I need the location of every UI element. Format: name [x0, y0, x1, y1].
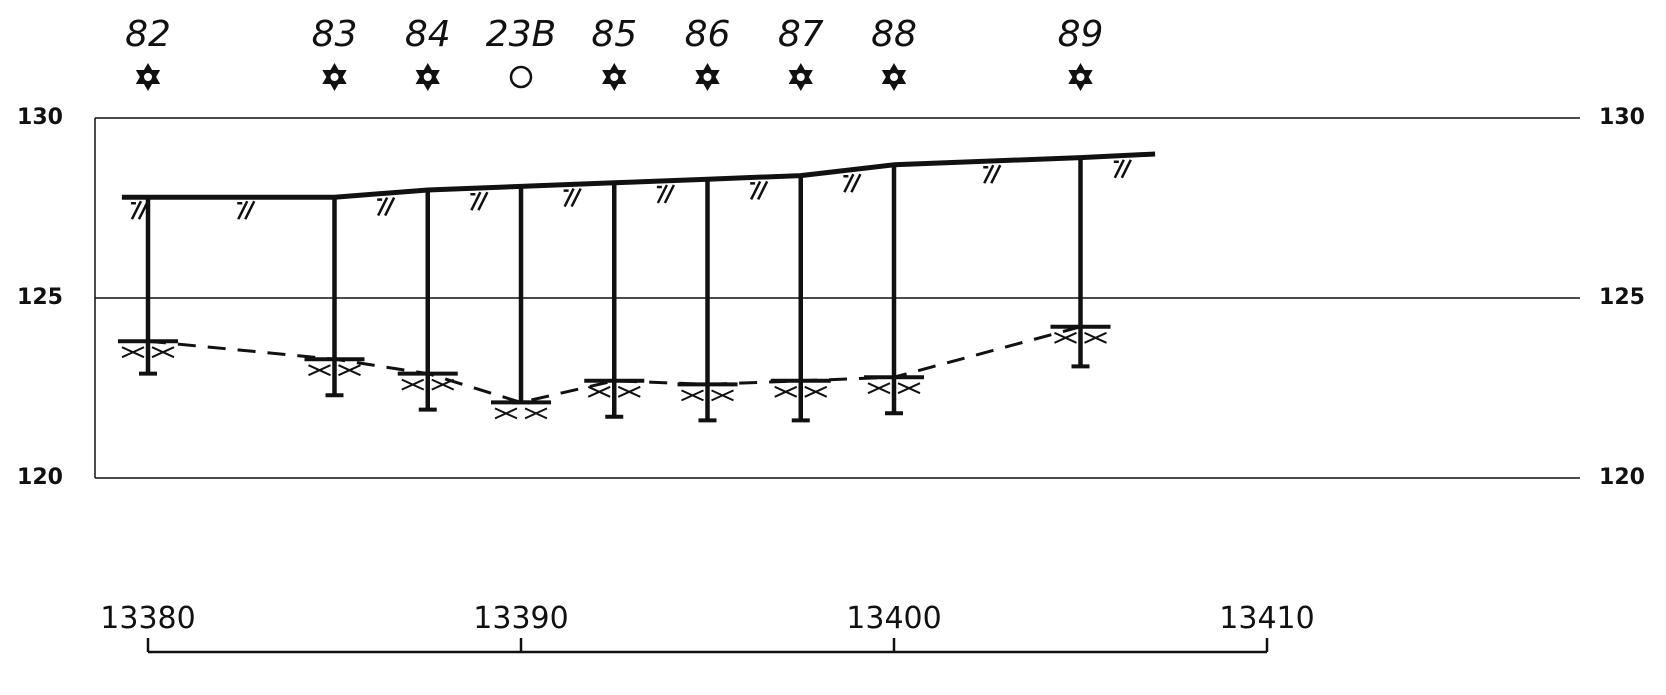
point-label: 87: [778, 14, 824, 55]
ground-hatch: [237, 200, 256, 220]
ground-hatch: [377, 197, 396, 217]
water-level-hatch: [587, 385, 641, 398]
ground-hatch: [843, 173, 862, 193]
star-of-david-icon: [1068, 63, 1093, 91]
point-label: 23B: [486, 14, 557, 55]
water-level-hatch: [1054, 331, 1107, 344]
ground-hatch: [130, 200, 150, 220]
water-level-hatch: [681, 389, 734, 402]
point-label: 89: [1058, 14, 1104, 55]
water-level-hatch: [308, 364, 361, 377]
point-label: 82: [125, 14, 171, 55]
chainage-label: 13410: [1219, 601, 1314, 636]
star-of-david-icon: [322, 63, 347, 91]
elevation-label-left: 125: [17, 285, 63, 310]
star-of-david-icon: [695, 63, 720, 91]
ground-surface-line: [121, 151, 1156, 200]
point-label: 84: [405, 14, 451, 55]
ground-hatch: [983, 164, 1002, 184]
ground-hatch: [750, 180, 769, 200]
star-of-david-icon: [788, 62, 813, 92]
chainage-label: 13390: [473, 601, 568, 636]
elevation-label-left: 120: [17, 465, 63, 490]
point-label: 86: [685, 14, 731, 55]
star-of-david-icon: [135, 63, 161, 91]
elevation-label-right: 125: [1599, 285, 1645, 310]
chainage-label: 13380: [100, 601, 195, 636]
water-table-line: [147, 325, 1081, 404]
star-of-david-icon: [415, 62, 440, 92]
ground-hatch: [1113, 159, 1132, 179]
point-label: 85: [591, 14, 637, 55]
elevation-label-right: 120: [1599, 465, 1645, 490]
elevation-label-left: 130: [17, 105, 63, 130]
elevation-label-right: 130: [1599, 105, 1645, 130]
point-label: 83: [312, 14, 358, 55]
chainage-label: 13400: [846, 601, 941, 636]
water-level-hatch: [401, 378, 455, 391]
star-of-david-icon: [881, 63, 907, 91]
water-level-hatch: [774, 385, 828, 398]
water-level-hatch: [494, 407, 548, 420]
star-of-david-icon: [602, 62, 627, 92]
ground-hatch: [470, 191, 489, 211]
water-level-hatch: [867, 382, 921, 395]
circle-icon: [509, 65, 533, 89]
point-label: 88: [871, 14, 917, 55]
ground-hatch: [563, 188, 582, 208]
ground-hatch: [656, 184, 675, 204]
water-level-hatch: [121, 346, 175, 359]
